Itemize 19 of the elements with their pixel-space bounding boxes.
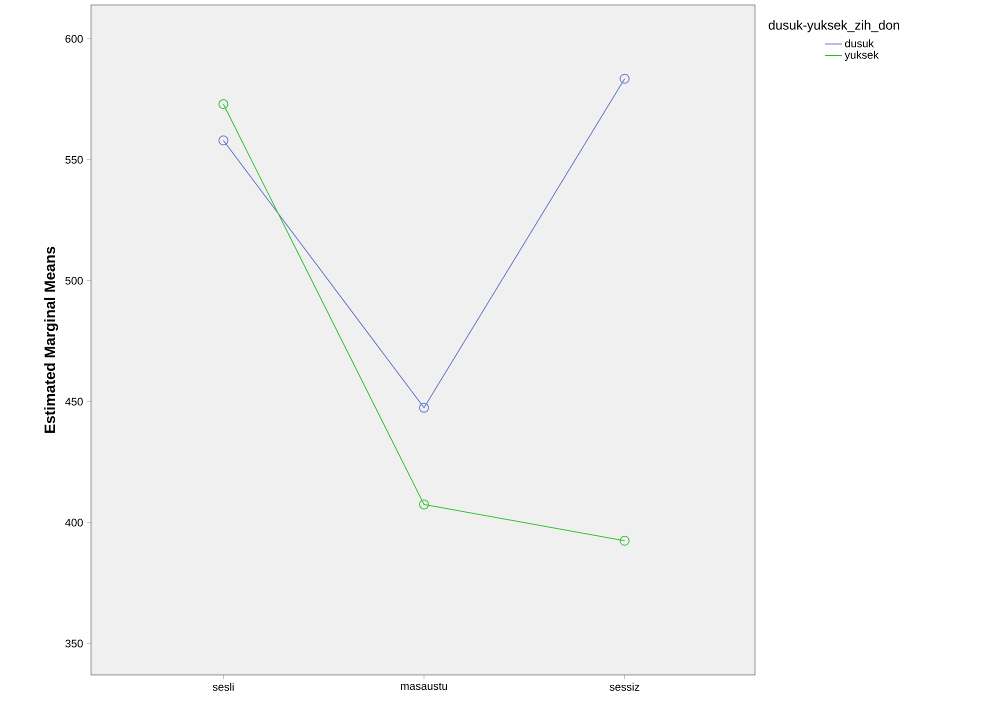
y-axis-title: Estimated Marginal Means xyxy=(44,246,58,433)
legend-label: dusuk xyxy=(845,39,874,48)
y-tick-label: 400 xyxy=(65,518,83,526)
point xyxy=(620,536,630,546)
y-tick-label: 500 xyxy=(65,276,83,285)
y-tick-label: 550 xyxy=(65,156,83,164)
x-tick-label: sessiz xyxy=(610,682,640,691)
legend-title: dusuk-yuksek_zih_don xyxy=(768,20,900,32)
point xyxy=(419,402,430,413)
legend-label: yuksek xyxy=(844,50,879,61)
point xyxy=(419,499,430,510)
y-tick-label: 600 xyxy=(66,34,83,43)
x-tick-label: sesli xyxy=(212,682,234,691)
x-tick-label: masaustu xyxy=(400,682,448,690)
point xyxy=(218,135,228,146)
y-tick-label: 450 xyxy=(65,398,83,406)
point xyxy=(218,99,228,110)
y-tick-label: 350 xyxy=(65,640,83,648)
point xyxy=(620,74,630,84)
